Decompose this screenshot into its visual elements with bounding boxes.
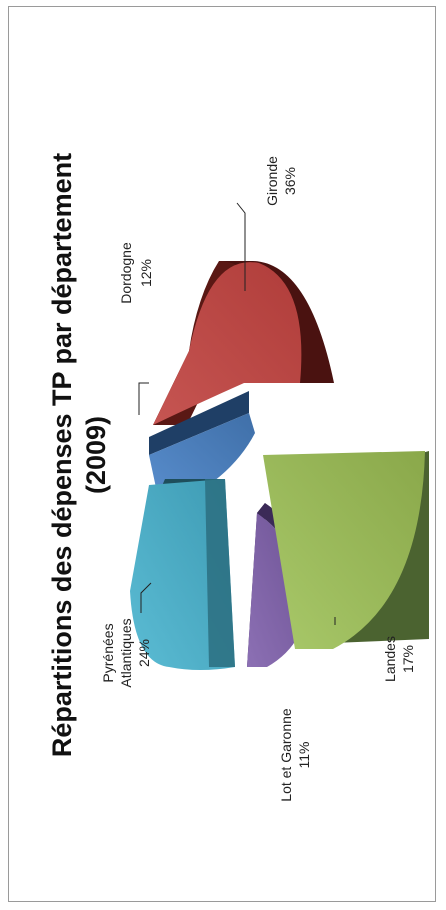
chart-rotated-container: Répartitions des dépenses TP par départe… [9,7,437,903]
label-pyrenees-line1: Pyrénées [100,623,116,682]
label-gironde: Gironde [264,156,280,206]
leader-line-gironde [236,202,246,291]
data-labels: Gironde 36% Dordogne 12% Pyrénées Atlant… [100,156,416,802]
leader-line-dordogne [138,382,149,415]
pie-slice-landes [263,451,429,649]
label-pyrenees-value: 24% [136,639,152,667]
leader-lines [138,202,336,625]
pie-slice-gironde [153,261,334,425]
label-dordogne: Dordogne [118,242,134,304]
label-landes: Landes [382,636,398,682]
chart-title-line1: Répartitions des dépenses TP par départe… [47,153,77,757]
label-lot-et-garonne-value: 11% [296,742,312,769]
pie-slice-pyrenees-atlantiques [130,479,235,670]
label-dordogne-value: 12% [138,259,154,287]
chart-title-line2: (2009) [81,416,111,494]
label-lot-et-garonne: Lot et Garonne [278,708,294,802]
chart-frame: Répartitions des dépenses TP par départe… [8,6,436,902]
label-landes-value: 17% [400,645,416,673]
pie-chart: Répartitions des dépenses TP par départe… [47,153,429,802]
label-pyrenees-line2: Atlantiques [118,618,134,687]
leader-line-pyrenees [140,582,152,613]
label-gironde-value: 36% [282,167,298,195]
